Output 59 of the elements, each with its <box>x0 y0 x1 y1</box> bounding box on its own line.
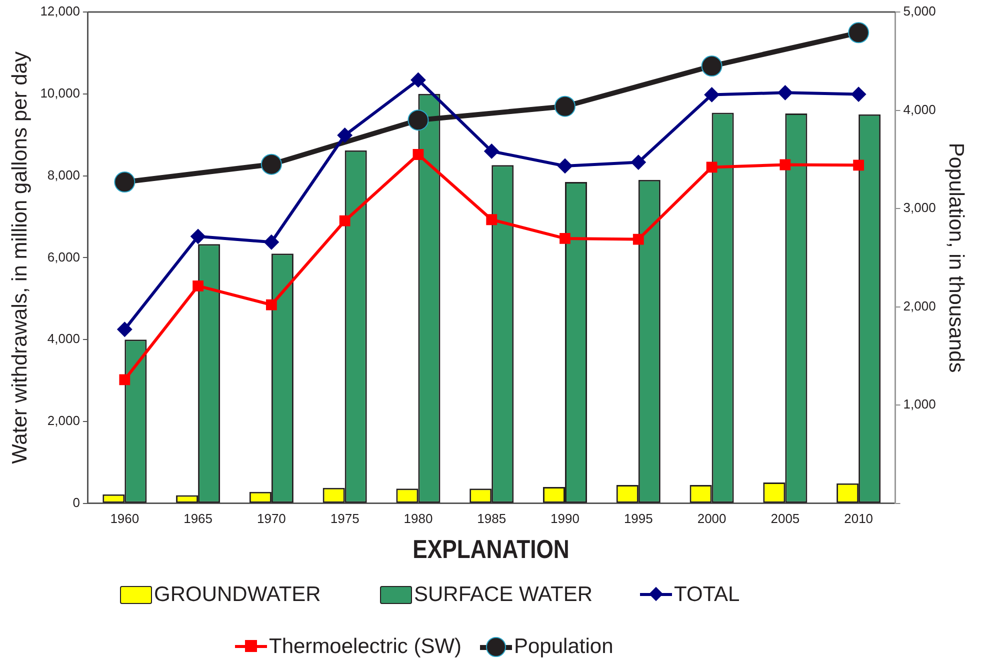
x-tick-label: 1965 <box>184 510 213 526</box>
legend-label: GROUNDWATER <box>154 583 321 607</box>
x-tick-label: 2000 <box>697 510 726 526</box>
y-tick-label: 8,000 <box>47 167 80 182</box>
point <box>412 149 424 160</box>
legend-title: EXPLANATION <box>412 534 570 565</box>
y-tick-label: 2,000 <box>47 413 80 428</box>
x-tick-label: 1990 <box>550 510 580 526</box>
point <box>704 87 720 102</box>
legend-label: Thermoelectric (SW) <box>269 635 462 659</box>
y2-tick-label: 3,000 <box>903 200 936 216</box>
point <box>486 214 498 226</box>
x-tick-label: 1960 <box>110 510 140 526</box>
x-tick-label: 2005 <box>770 510 800 526</box>
legend-label: SURFACE WATER <box>414 583 593 607</box>
y2-tick-label: 5,000 <box>903 4 936 19</box>
y-tick-label: 10,000 <box>40 85 80 100</box>
point <box>117 322 132 337</box>
point <box>554 96 576 117</box>
point <box>706 162 718 173</box>
point <box>192 280 204 292</box>
point <box>780 159 791 170</box>
y-tick-label: 12,000 <box>40 4 80 19</box>
point <box>701 56 722 77</box>
point <box>560 233 570 244</box>
y-axis-title: Water withdrawals, in million gallons per day <box>8 51 32 464</box>
y-tick-label: 0 <box>72 494 80 510</box>
legend-label: Population <box>514 635 614 659</box>
point <box>630 154 646 170</box>
legend-label: TOTAL <box>674 583 740 607</box>
y2-tick-label: 2,000 <box>903 298 936 314</box>
point <box>119 374 130 386</box>
y2-tick-label: 4,000 <box>903 102 936 117</box>
point <box>853 160 864 171</box>
point <box>114 172 136 193</box>
point <box>558 158 573 174</box>
point <box>848 22 870 44</box>
point <box>851 86 866 102</box>
point <box>339 215 350 226</box>
x-tick-label: 1985 <box>477 510 506 526</box>
y2-tick-label: 1,000 <box>903 396 936 412</box>
point <box>632 234 644 245</box>
x-tick-label: 1995 <box>624 510 653 526</box>
x-tick-label: 1980 <box>404 510 433 526</box>
point <box>337 128 352 143</box>
x-tick-label: 1970 <box>256 510 286 526</box>
y-tick-label: 6,000 <box>47 249 80 264</box>
point <box>484 144 500 159</box>
y-tick-label: 4,000 <box>47 331 80 346</box>
point <box>778 85 793 100</box>
x-tick-label: 1975 <box>330 510 360 526</box>
point <box>260 154 282 175</box>
point <box>266 299 277 310</box>
point <box>264 234 279 250</box>
point <box>410 72 426 88</box>
point <box>408 110 429 131</box>
x-tick-label: 2010 <box>844 510 874 526</box>
y2-axis-title: Population, in thousands <box>944 142 968 373</box>
point <box>190 228 206 244</box>
